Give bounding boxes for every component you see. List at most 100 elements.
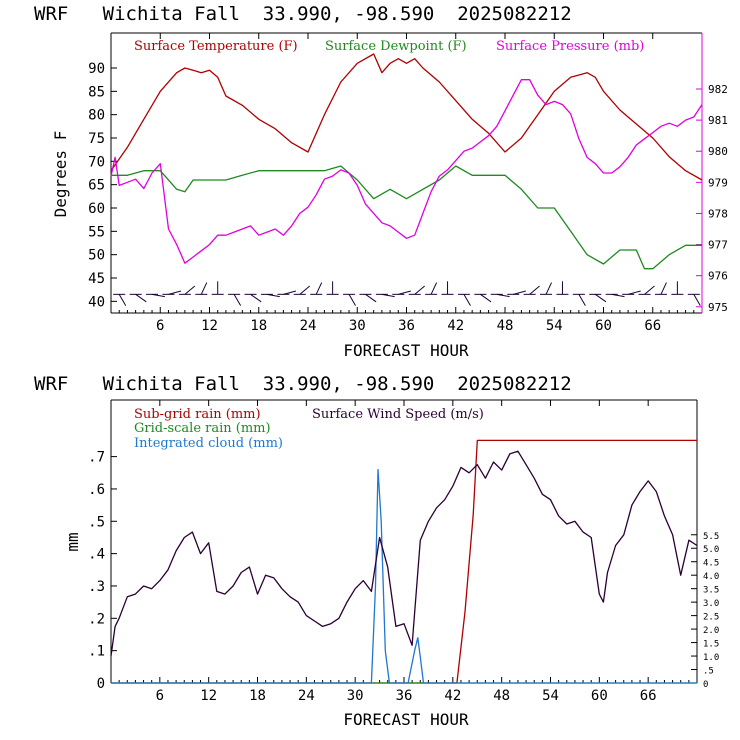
x-tick-label: 6 <box>156 688 164 704</box>
wind-barb <box>687 293 701 306</box>
y2-tick-label: 976 <box>708 270 728 283</box>
y2-tick-label: 2.0 <box>703 626 719 636</box>
wind-barb-staff <box>627 290 641 295</box>
wind-barb-staff <box>365 293 377 303</box>
legend-dewpoint: Surface Dewpoint (F) <box>325 39 467 54</box>
wind-barb <box>605 293 625 298</box>
wind-barb <box>326 281 339 295</box>
y-tick-label: 65 <box>88 178 105 194</box>
y-tick-label: 60 <box>88 201 105 217</box>
wind-barb-staff <box>414 285 425 295</box>
wind-barb <box>638 285 655 295</box>
x-tick-label: 48 <box>493 688 510 704</box>
y2-tick-label: 3.5 <box>703 586 719 596</box>
x-tick-label: 66 <box>644 318 661 334</box>
x-tick-label: 12 <box>200 688 217 704</box>
wind-barb-staff <box>398 290 411 295</box>
wind-barb-staff <box>118 294 127 306</box>
y-tick-label: 50 <box>88 248 105 264</box>
y-tick-label: 55 <box>88 224 105 240</box>
wind-barb-staff <box>381 293 395 298</box>
wind-barb <box>359 293 377 303</box>
wind-barb <box>113 293 127 306</box>
x-tick-label: 66 <box>640 688 657 704</box>
wind-barb-staff <box>168 290 182 295</box>
wind-barb-staff <box>151 293 165 298</box>
x-tick-label: 60 <box>591 688 608 704</box>
x-tick-label: 54 <box>546 318 563 334</box>
y2-tick-label: 2.5 <box>703 613 719 623</box>
wind-barb <box>474 293 492 303</box>
wind-barb <box>408 285 425 295</box>
legend-temperature: Surface Temperature (F) <box>134 39 298 54</box>
x-tick-label: 54 <box>542 688 559 704</box>
x-tick-label: 48 <box>497 318 514 334</box>
top-plot-area: 6 12 18 24 30 36 42 48 54 60 66 40 45 50 55 60 65 70 75 80 8… <box>88 32 728 334</box>
y2-tick-label: 981 <box>708 114 728 127</box>
wind-barb <box>507 290 526 295</box>
wind-barb <box>556 281 569 295</box>
wind-barb-staff <box>463 294 471 306</box>
wind-barb <box>195 282 208 295</box>
y2-tick-label: 5.5 <box>703 532 719 542</box>
wind-speed-line <box>110 450 698 657</box>
x-tick-label: 36 <box>398 318 415 334</box>
wind-barb-staff <box>693 294 701 306</box>
wind-barb <box>228 293 242 306</box>
bottom-y-axis-label: mm <box>63 532 82 551</box>
wind-barb-staff <box>250 293 262 303</box>
y2-tick-label: 979 <box>708 176 728 189</box>
wind-barb <box>523 285 540 295</box>
wind-barb <box>310 282 323 295</box>
wind-barb-staff <box>595 293 607 303</box>
wind-barb-staff <box>480 293 492 303</box>
wind-barb <box>392 290 411 295</box>
wind-barb-staff <box>430 282 438 295</box>
wind-barb <box>211 281 224 295</box>
wind-barb-staff <box>496 293 510 298</box>
legend-wind-speed: Surface Wind Speed (m/s) <box>312 407 484 422</box>
wind-barb <box>589 293 607 303</box>
y2-tick-label: 4.0 <box>703 572 719 582</box>
wind-barb <box>146 293 165 298</box>
y2-tick-label: 4.5 <box>703 559 719 569</box>
y2-tick-label: .5 <box>703 667 714 677</box>
bottom-x-axis-label: FORECAST HOUR <box>343 710 469 729</box>
wind-barb <box>178 285 196 295</box>
wind-barb-staff <box>315 282 323 295</box>
x-tick-label: 42 <box>447 318 464 334</box>
y-tick-label: 75 <box>88 131 105 147</box>
wind-barb <box>671 281 684 295</box>
y-tick-label: 45 <box>88 271 105 287</box>
wind-barb <box>441 281 454 295</box>
wind-barb-staff <box>299 285 311 295</box>
y-tick-label: .2 <box>88 611 105 627</box>
bottom-chart-title: WRF Wichita Fall 33.990, -98.590 2025082… <box>34 373 572 395</box>
x-tick-label: 36 <box>396 688 413 704</box>
wind-barb-staff <box>644 285 655 295</box>
y-tick-label: .6 <box>88 482 105 498</box>
y-tick-label: 80 <box>88 108 105 124</box>
y-tick-label: .3 <box>88 579 105 595</box>
y2-tick-label: 982 <box>708 83 728 96</box>
y-tick-label: .1 <box>88 644 105 660</box>
integrated-cloud-line <box>111 468 697 684</box>
wind-barb-staff <box>266 293 280 298</box>
y2-tick-label: 3.0 <box>703 599 719 609</box>
wind-barb <box>293 285 311 295</box>
y-tick-label: 0 <box>97 676 105 692</box>
y-tick-label: 90 <box>88 61 105 77</box>
bottom-plot-area: 6 12 18 24 30 36 42 48 54 60 66 0 .1 .2 .3 .4 .5 .6 .7 0 .5 1… <box>88 399 719 704</box>
wind-barb <box>540 282 553 295</box>
x-tick-label: 6 <box>156 318 164 334</box>
x-tick-label: 24 <box>298 688 315 704</box>
pressure-line <box>110 79 703 264</box>
x-tick-label: 30 <box>349 318 366 334</box>
legend-gridscale-rain: Grid-scale rain (mm) <box>134 421 271 436</box>
wind-barb-staff <box>283 290 297 295</box>
wind-barb <box>375 293 395 298</box>
wind-barb-staff <box>184 285 196 295</box>
y2-tick-label: 980 <box>708 145 728 158</box>
x-tick-label: 30 <box>347 688 364 704</box>
